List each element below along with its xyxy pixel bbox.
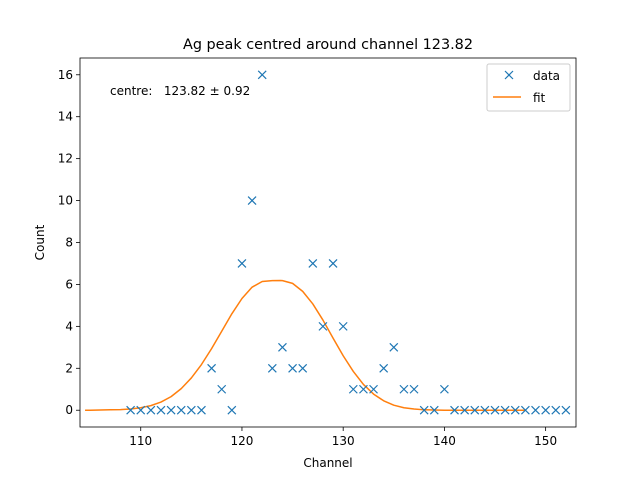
data-point — [399, 384, 409, 394]
data-point — [278, 342, 287, 352]
data-point — [126, 405, 136, 415]
data-point — [551, 405, 561, 415]
data-point — [379, 363, 389, 373]
y-axis: 0 2 4 6 8 10 12 14 16 — [58, 68, 80, 417]
data-point — [136, 405, 146, 415]
x-tick-label: 140 — [433, 434, 456, 448]
data-point — [166, 405, 176, 415]
data-point — [146, 405, 156, 415]
x-axis: 110 120 130 140 150 — [129, 427, 557, 448]
y-tick-label: 12 — [58, 152, 73, 166]
y-tick-label: 8 — [65, 236, 73, 250]
data-point — [490, 405, 500, 415]
data-point — [348, 384, 358, 394]
y-tick-label: 6 — [65, 277, 73, 291]
data-point — [500, 405, 510, 415]
data-point — [338, 321, 348, 331]
data-point — [257, 70, 267, 80]
data-point — [460, 405, 470, 415]
data-point — [328, 259, 338, 268]
data-point — [561, 405, 571, 415]
data-point — [439, 384, 449, 394]
data-point — [298, 363, 308, 373]
data-point — [419, 405, 429, 415]
data-point — [308, 259, 318, 268]
y-tick-label: 10 — [58, 194, 73, 208]
data-series — [126, 70, 571, 415]
y-axis-label: Count — [33, 224, 47, 260]
fit-line — [85, 279, 526, 411]
data-point — [389, 342, 399, 352]
data-point — [429, 405, 439, 415]
data-point — [470, 405, 480, 415]
data-point — [227, 405, 237, 415]
y-tick-label: 4 — [65, 319, 73, 333]
data-point — [520, 405, 530, 415]
data-point — [531, 405, 540, 415]
data-point — [156, 405, 166, 415]
x-tick-label: 150 — [534, 434, 557, 448]
chart-title: Ag peak centred around channel 123.82 — [183, 37, 473, 53]
data-point — [186, 405, 196, 415]
data-point — [510, 405, 520, 415]
legend-marker-data — [504, 70, 514, 80]
data-point — [267, 363, 277, 373]
legend-label-fit: fit — [533, 91, 546, 105]
x-tick-label: 110 — [129, 434, 152, 448]
legend: data fit — [486, 63, 571, 112]
x-tick-label: 130 — [332, 434, 355, 448]
x-axis-label: Channel — [303, 456, 352, 470]
x-tick-label: 120 — [231, 434, 254, 448]
data-point — [541, 405, 551, 415]
legend-label-data: data — [533, 69, 560, 83]
data-point — [207, 363, 217, 373]
data-point — [480, 405, 490, 415]
data-point — [288, 363, 297, 373]
data-point — [197, 405, 206, 415]
data-point — [450, 405, 459, 415]
data-point — [369, 384, 378, 394]
y-tick-label: 14 — [58, 110, 73, 124]
data-point — [409, 384, 419, 394]
data-point — [247, 196, 257, 205]
y-tick-label: 2 — [65, 361, 73, 375]
data-point — [176, 405, 186, 415]
fit-series — [85, 279, 526, 411]
data-point — [359, 384, 368, 394]
data-point — [237, 259, 247, 268]
y-tick-label: 16 — [58, 68, 73, 82]
centre-annotation: centre: 123.82 ± 0.92 — [110, 84, 250, 98]
data-point — [318, 321, 328, 331]
plot-frame — [79, 57, 577, 428]
y-tick-label: 0 — [65, 403, 73, 417]
data-point — [217, 384, 227, 394]
plot-area — [80, 58, 576, 427]
